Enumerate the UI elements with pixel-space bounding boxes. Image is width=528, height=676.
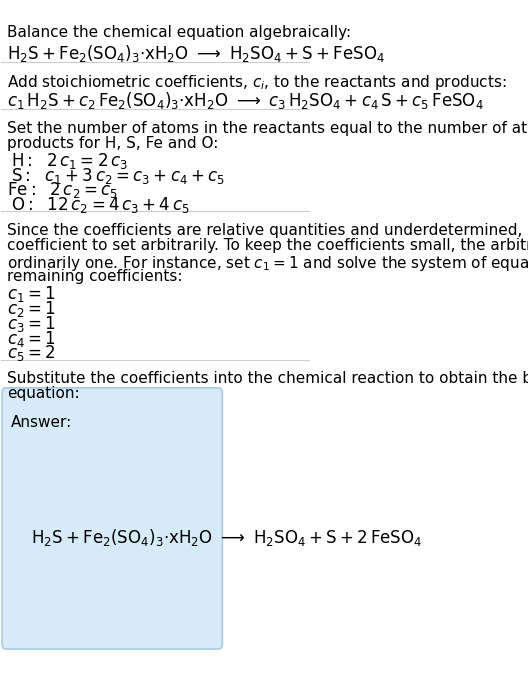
Text: $c_1 = 1$: $c_1 = 1$: [7, 284, 55, 304]
Text: $c_3 = 1$: $c_3 = 1$: [7, 314, 55, 334]
Text: coefficient to set arbitrarily. To keep the coefficients small, the arbitrary  v: coefficient to set arbitrarily. To keep …: [7, 239, 528, 254]
Text: $c_5 = 2$: $c_5 = 2$: [7, 343, 55, 364]
Text: remaining coefficients:: remaining coefficients:: [7, 269, 183, 285]
Text: $c_1\, \mathregular{H_2S} + c_2\, \mathregular{Fe_2(SO_4)_3{\cdot}xH_2O} \ \long: $c_1\, \mathregular{H_2S} + c_2\, \mathr…: [7, 91, 484, 112]
Text: $\mathregular{O}\mathregular{:} \ \ 12\,c_2 = 4\,c_3 + 4\,c_5$: $\mathregular{O}\mathregular{:} \ \ 12\,…: [11, 195, 190, 215]
Text: $\mathregular{Fe}\mathregular{:} \ \ 2\,c_2 = c_5$: $\mathregular{Fe}\mathregular{:} \ \ 2\,…: [7, 180, 118, 201]
Text: $\mathregular{H_2S + Fe_2(SO_4)_3{\cdot}xH_2O \ \longrightarrow \ H_2SO_4 + S + : $\mathregular{H_2S + Fe_2(SO_4)_3{\cdot}…: [7, 43, 385, 64]
FancyBboxPatch shape: [2, 388, 222, 649]
Text: Since the coefficients are relative quantities and underdetermined, choose a: Since the coefficients are relative quan…: [7, 223, 528, 238]
Text: Add stoichiometric coefficients, $c_i$, to the reactants and products:: Add stoichiometric coefficients, $c_i$, …: [7, 74, 506, 93]
Text: $\mathregular{S}\mathregular{:} \ \ c_1 + 3\,c_2 = c_3 + c_4 + c_5$: $\mathregular{S}\mathregular{:} \ \ c_1 …: [11, 166, 224, 186]
Text: equation:: equation:: [7, 387, 80, 402]
Text: $c_2 = 1$: $c_2 = 1$: [7, 299, 55, 319]
Text: $\mathregular{H}\mathregular{:} \ \ 2\,c_1 = 2\,c_3$: $\mathregular{H}\mathregular{:} \ \ 2\,c…: [11, 151, 128, 171]
Text: ordinarily one. For instance, set $c_1 = 1$ and solve the system of equations fo: ordinarily one. For instance, set $c_1 =…: [7, 254, 528, 273]
Text: Substitute the coefficients into the chemical reaction to obtain the balanced: Substitute the coefficients into the che…: [7, 371, 528, 386]
Text: products for H, S, Fe and O:: products for H, S, Fe and O:: [7, 136, 218, 151]
Text: Balance the chemical equation algebraically:: Balance the chemical equation algebraica…: [7, 25, 351, 40]
Text: $c_4 = 1$: $c_4 = 1$: [7, 329, 55, 349]
Text: $\mathregular{H_2S + Fe_2(SO_4)_3{\cdot}xH_2O} \ \longrightarrow \ \mathregular{: $\mathregular{H_2S + Fe_2(SO_4)_3{\cdot}…: [31, 527, 422, 548]
Text: Set the number of atoms in the reactants equal to the number of atoms in the: Set the number of atoms in the reactants…: [7, 120, 528, 136]
Text: Answer:: Answer:: [11, 416, 72, 431]
